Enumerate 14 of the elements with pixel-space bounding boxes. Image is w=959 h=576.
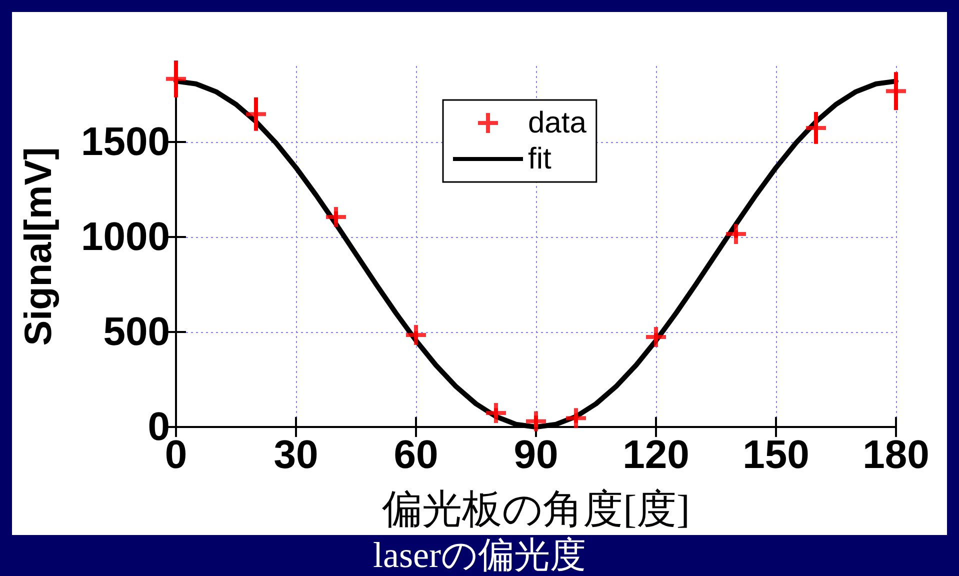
y-tick-label: 1000 xyxy=(81,215,170,259)
legend-label: fit xyxy=(528,142,552,176)
text: laserの偏光度 xyxy=(372,534,587,576)
x-axis-title: 偏光板の角度[度] xyxy=(382,486,690,532)
x-tick-label: 150 xyxy=(742,433,810,477)
x-tick-label: 120 xyxy=(622,433,690,477)
x-tick-label: 90 xyxy=(514,433,558,477)
x-tick-label: 30 xyxy=(274,433,318,477)
y-axis-title: Signal[mV] xyxy=(18,147,60,346)
y-tick-label: 1500 xyxy=(81,120,170,164)
x-tick-label: 60 xyxy=(394,433,438,477)
legend-label: data xyxy=(528,106,587,140)
y-tick-label: 500 xyxy=(103,310,170,354)
x-tick-label: 180 xyxy=(862,433,930,477)
